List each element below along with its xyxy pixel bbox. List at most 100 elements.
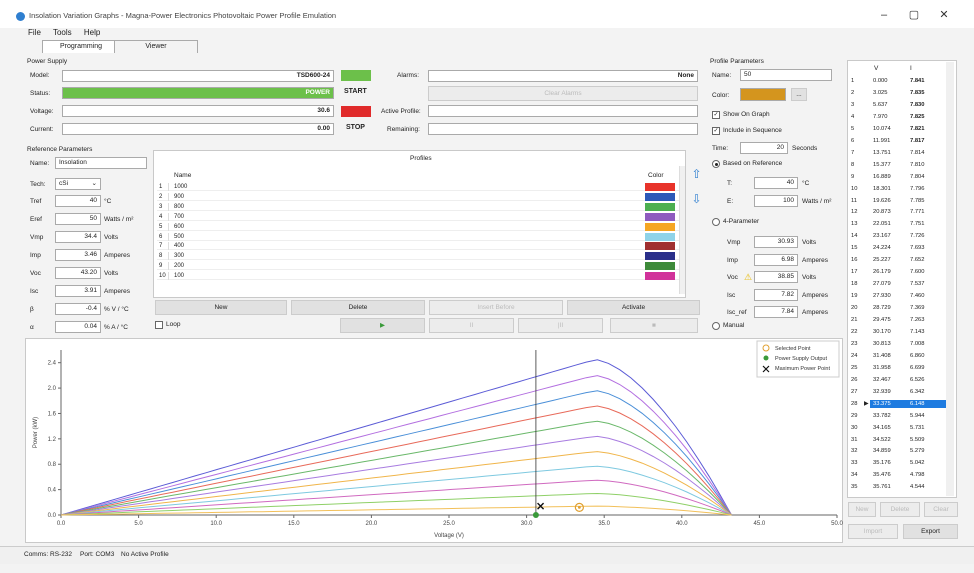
profile-row[interactable]: 3 800 bbox=[157, 202, 679, 211]
vi-row[interactable]: 31 34.522 5.509 bbox=[848, 436, 958, 445]
stop-indicator[interactable] bbox=[341, 106, 371, 117]
profile-row[interactable]: 7 400 bbox=[157, 242, 679, 251]
loop-checkbox[interactable] bbox=[155, 321, 163, 329]
ref-param-input[interactable]: 40 bbox=[55, 195, 101, 207]
vi-new-button[interactable]: New bbox=[848, 502, 876, 517]
manual-radio[interactable] bbox=[712, 322, 720, 330]
show-on-graph-checkbox[interactable]: ✓ bbox=[712, 111, 720, 119]
ref-name-input[interactable]: Insolation bbox=[55, 157, 147, 169]
tab-programming[interactable]: Programming bbox=[42, 40, 120, 53]
vi-row[interactable]: 9 16.889 7.804 bbox=[848, 173, 958, 182]
insert-before-button[interactable]: Insert Before bbox=[429, 300, 563, 315]
vi-row[interactable]: ▶ 28 33.375 6.148 bbox=[848, 399, 958, 409]
profile-row[interactable]: 2 900 bbox=[157, 192, 679, 201]
pause-button[interactable]: II bbox=[429, 318, 514, 333]
stop-label[interactable]: STOP bbox=[346, 124, 365, 131]
fp-input[interactable]: 30.93 bbox=[754, 236, 798, 248]
profile-row[interactable]: 6 500 bbox=[157, 232, 679, 241]
vi-row[interactable]: 5 10.074 7.821 bbox=[848, 125, 958, 134]
fp-input[interactable]: 6.98 bbox=[754, 253, 798, 266]
profiles-scrollbar[interactable] bbox=[679, 166, 685, 294]
include-sequence-checkbox[interactable]: ✓ bbox=[712, 127, 720, 135]
vi-row[interactable]: 6 11.991 7.817 bbox=[848, 137, 958, 146]
vi-row[interactable]: 7 13.751 7.814 bbox=[848, 149, 958, 158]
vi-row[interactable]: 34 35.476 4.798 bbox=[848, 471, 958, 480]
menu-help[interactable]: Help bbox=[83, 28, 101, 37]
menu-file[interactable]: File bbox=[28, 28, 41, 37]
vi-row[interactable]: 21 29.475 7.263 bbox=[848, 316, 958, 325]
vi-import-button[interactable]: Import bbox=[848, 524, 898, 539]
menu-tools[interactable]: Tools bbox=[52, 28, 72, 37]
vi-row[interactable]: 15 24.224 7.693 bbox=[848, 244, 958, 253]
vi-row[interactable]: 3 5.637 7.830 bbox=[848, 101, 958, 110]
ref-param-input[interactable]: -0.4 bbox=[55, 303, 101, 315]
ref-param-input[interactable]: 50 bbox=[55, 213, 101, 225]
vi-row[interactable]: 25 31.958 6.699 bbox=[848, 364, 958, 373]
pp-e-input[interactable]: 100 bbox=[754, 195, 798, 207]
profile-row[interactable]: 8 300 bbox=[157, 252, 679, 261]
vi-row[interactable]: 13 22.051 7.751 bbox=[848, 220, 958, 229]
vi-delete-button[interactable]: Delete bbox=[880, 502, 920, 517]
vi-row[interactable]: 8 15.377 7.810 bbox=[848, 161, 958, 170]
pp-name-input[interactable]: 50 bbox=[740, 69, 832, 81]
start-label[interactable]: START bbox=[344, 88, 367, 95]
vi-row[interactable]: 24 31.408 6.860 bbox=[848, 352, 958, 361]
play-button[interactable]: ▶ bbox=[340, 318, 425, 333]
vi-row[interactable]: 20 28.729 7.369 bbox=[848, 304, 958, 313]
vi-export-button[interactable]: Export bbox=[903, 524, 958, 539]
vi-row[interactable]: 16 25.227 7.652 bbox=[848, 256, 958, 265]
profile-row[interactable]: 9 200 bbox=[157, 262, 679, 271]
vi-table[interactable] bbox=[847, 60, 957, 498]
four-parameter-radio[interactable] bbox=[712, 218, 720, 226]
tab-viewer[interactable]: Viewer bbox=[114, 40, 198, 53]
vi-clear-button[interactable]: Clear bbox=[924, 502, 958, 517]
vi-row[interactable]: 27 32.939 6.342 bbox=[848, 388, 958, 397]
pp-t-input[interactable]: 40 bbox=[754, 177, 798, 189]
vi-row[interactable]: 22 30.170 7.143 bbox=[848, 328, 958, 337]
close-button[interactable]: ✕ bbox=[939, 9, 949, 21]
vi-row[interactable]: 19 27.930 7.460 bbox=[848, 292, 958, 301]
profile-row[interactable]: 5 600 bbox=[157, 222, 679, 231]
vi-row[interactable]: 29 33.782 5.944 bbox=[848, 412, 958, 421]
color-browse-button[interactable]: ... bbox=[791, 88, 807, 101]
vi-row[interactable]: 18 27.079 7.537 bbox=[848, 280, 958, 289]
maximize-button[interactable]: ▢ bbox=[908, 9, 920, 21]
start-indicator[interactable] bbox=[341, 70, 371, 81]
vi-row[interactable]: 26 32.467 6.526 bbox=[848, 376, 958, 385]
move-up-icon[interactable]: ⇧ bbox=[691, 167, 702, 181]
fp-input[interactable]: 7.84 bbox=[754, 306, 798, 318]
vi-row[interactable]: 17 26.179 7.600 bbox=[848, 268, 958, 277]
vi-row[interactable]: 2 3.025 7.835 bbox=[848, 89, 958, 98]
based-on-reference-radio[interactable] bbox=[712, 160, 720, 168]
vi-row[interactable]: 12 20.873 7.771 bbox=[848, 208, 958, 217]
profile-row[interactable]: 1 1000 bbox=[157, 183, 679, 191]
vi-row[interactable]: 32 34.859 5.279 bbox=[848, 447, 958, 456]
time-input[interactable]: 20 bbox=[740, 142, 788, 154]
clear-alarms-button[interactable]: Clear Alarms bbox=[428, 86, 698, 101]
new-profile-button[interactable]: New bbox=[155, 300, 287, 315]
delete-profile-button[interactable]: Delete bbox=[291, 300, 425, 315]
vi-row[interactable]: 11 19.626 7.785 bbox=[848, 197, 958, 206]
ref-param-input[interactable]: 43.20 bbox=[55, 267, 101, 279]
power-chart[interactable]: 0.0 5.0 10.0 15.0 20.0 25.0 30.0 35.0 40.0 45.0 50… bbox=[25, 338, 843, 543]
vi-row[interactable]: 30 34.165 5.731 bbox=[848, 424, 958, 433]
vi-row[interactable]: 14 23.167 7.726 bbox=[848, 232, 958, 241]
step-back-button[interactable]: |II bbox=[518, 318, 603, 333]
vi-row[interactable]: 35 35.761 4.544 bbox=[848, 483, 958, 492]
fp-input[interactable]: 38.85 bbox=[754, 271, 798, 283]
profile-row[interactable]: 4 700 bbox=[157, 212, 679, 221]
tech-select[interactable]: cSi ⌄ bbox=[55, 178, 101, 190]
vi-row[interactable]: 1 0.000 7.841 bbox=[848, 77, 958, 86]
fp-input[interactable]: 7.82 bbox=[754, 288, 798, 301]
move-down-icon[interactable]: ⇩ bbox=[691, 192, 702, 206]
vi-row[interactable]: 4 7.970 7.825 bbox=[848, 113, 958, 122]
minimize-button[interactable]: – bbox=[880, 9, 888, 21]
activate-button[interactable]: Activate bbox=[567, 300, 700, 315]
vi-row[interactable]: 33 35.176 5.042 bbox=[848, 459, 958, 468]
stop-sequence-button[interactable]: ■ bbox=[610, 318, 698, 333]
pp-color-swatch[interactable] bbox=[740, 88, 786, 101]
profile-row[interactable]: 10 100 bbox=[157, 272, 679, 281]
ref-param-input[interactable]: 34.4 bbox=[55, 231, 101, 243]
vi-row[interactable]: 10 18.301 7.796 bbox=[848, 185, 958, 194]
vi-scrollbar[interactable] bbox=[946, 62, 954, 496]
